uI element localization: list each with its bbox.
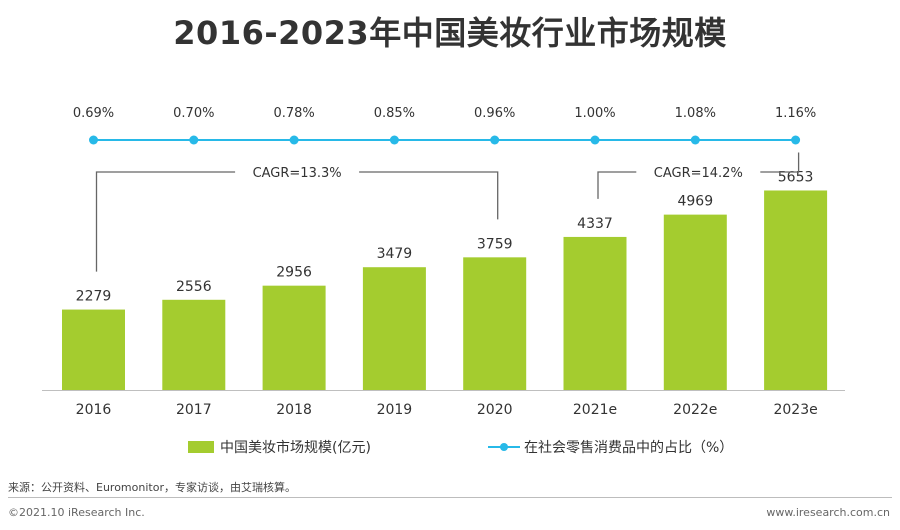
cagr-bracket-left-2 [597,171,637,199]
legend-label-retail-share: 在社会零售消费品中的占比（%） [524,440,734,456]
bar-value-label-2021e: 4337 [577,216,613,232]
share-label-2021e: 1.00% [574,106,615,121]
x-axis: 2016 2017 2018 2019 2020 2021e 2022e 2023e [42,390,845,418]
bar-value-label-2018: 2956 [276,265,312,281]
website-link[interactable]: www.iresearch.com.cn [766,506,890,519]
bar-2020 [463,257,527,390]
share-label-2019: 0.85% [374,106,415,121]
share-point-2017 [189,135,199,145]
cagr-label-1: CAGR=13.3% [253,166,342,181]
share-label-2023e: 1.16% [775,106,816,121]
bar-2023e [764,190,828,390]
legend-swatch-bar [188,441,214,453]
share-point-2023e [791,135,801,145]
bar-2018 [262,285,326,390]
share-line-series: 0.69% 0.70% 0.78% 0.85% 0.96% 1.00% 1.08% 1.16% [73,106,816,145]
footer-divider [8,497,892,498]
x-tick-label-2016: 2016 [76,402,112,418]
share-label-2022e: 1.08% [675,106,716,121]
x-tick-label-2020: 2020 [477,402,513,418]
bar-2016 [62,309,125,390]
share-point-2020 [490,135,500,145]
cagr-bracket-left-1 [95,171,236,272]
share-point-2021e [590,135,600,145]
bar-2019 [362,267,426,390]
bar-value-label-2022e: 4969 [677,194,713,210]
share-point-2019 [389,135,399,145]
bar-value-label-2020: 3759 [477,236,513,252]
share-label-2017: 0.70% [173,106,214,121]
bar-2017 [162,299,226,390]
x-tick-label-2018: 2018 [276,402,312,418]
bar-series: 2279 2556 2956 3479 3759 4337 4969 5653 [62,169,828,390]
legend-swatch-line [488,440,520,454]
legend-item-retail-share: 在社会零售消费品中的占比（%） [488,437,733,457]
x-tick-label-2019: 2019 [377,402,413,418]
share-label-2020: 0.96% [474,106,515,121]
bar-2021e [563,236,627,390]
legend-item-market-size: 中国美妆市场规模(亿元) [188,437,371,457]
share-label-2016: 0.69% [73,106,114,121]
copyright: ©2021.10 iResearch Inc. [8,506,145,519]
x-tick-label-2022e: 2022e [673,402,717,418]
share-point-2022e [690,135,700,145]
legend-label-market-size: 中国美妆市场规模(亿元) [220,440,371,456]
cagr-label-2: CAGR=14.2% [654,166,743,181]
bar-value-label-2023e: 5653 [778,169,814,185]
bar-value-label-2019: 3479 [377,246,413,262]
cagr-annotations: CAGR=13.3% CAGR=14.2% [95,152,800,272]
source-note: 来源：公开资料、Euromonitor，专家访谈，由艾瑞核算。 [8,481,296,494]
chart-title: 2016-2023年中国美妆行业市场规模 [173,14,727,52]
x-tick-label-2021e: 2021e [573,402,617,418]
share-point-2016 [89,135,98,145]
bar-2022e [663,214,727,390]
x-tick-label-2017: 2017 [176,402,212,418]
cagr-bracket-right-1 [359,171,499,220]
bar-value-label-2016: 2279 [76,289,112,305]
x-tick-label-2023e: 2023e [773,402,817,418]
bar-value-label-2017: 2556 [176,279,212,295]
cagr-bracket-right-2 [760,152,800,173]
share-point-2018 [289,135,299,145]
share-label-2018: 0.78% [273,106,314,121]
